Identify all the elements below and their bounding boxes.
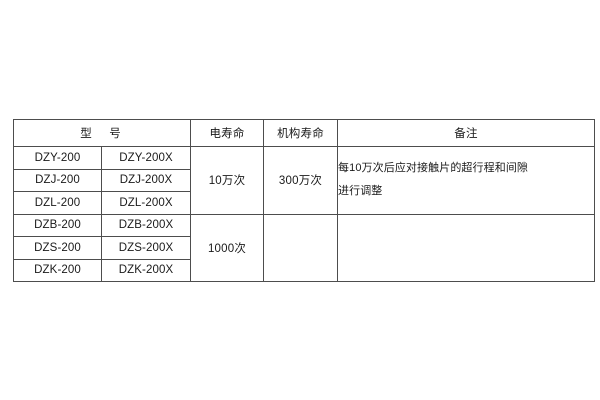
specification-table: 型 号 电寿命 机构寿命 备注 DZY-200 DZY-200X 10万次 30… <box>13 119 595 282</box>
remarks-value-group-2 <box>337 213 595 282</box>
column-header-electrical-life: 电寿命 <box>190 119 264 147</box>
electrical-life-value-group-1: 10万次 <box>190 146 264 215</box>
mechanical-life-value-group-1: 300万次 <box>263 146 338 215</box>
table-header-row: 型 号 电寿命 机构寿命 备注 <box>13 119 595 147</box>
model-code-primary: DZJ-200 <box>13 168 102 192</box>
remarks-line-1: 每10万次后应对接触片的超行程和间隙 <box>338 162 529 175</box>
model-code-variant: DZJ-200X <box>101 168 191 192</box>
model-code-variant: DZL-200X <box>101 191 191 215</box>
table-row: DZS-200 DZS-200X <box>13 236 595 260</box>
column-header-remarks: 备注 <box>337 119 595 147</box>
remarks-line-2: 进行调整 <box>338 185 383 198</box>
table-row: DZL-200 DZL-200X <box>13 191 595 215</box>
model-code-variant: DZY-200X <box>101 146 191 170</box>
model-code-variant: DZS-200X <box>101 236 191 260</box>
model-code-primary: DZL-200 <box>13 191 102 215</box>
electrical-life-value-group-2: 1000次 <box>190 213 264 282</box>
table-row: DZJ-200 DZJ-200X <box>13 168 595 192</box>
model-code-primary: DZK-200 <box>13 258 102 282</box>
model-code-primary: DZY-200 <box>13 146 102 170</box>
remarks-value-group-1: 每10万次后应对接触片的超行程和间隙 进行调整 <box>337 146 595 215</box>
table-row: DZY-200 DZY-200X 10万次 300万次 每10万次后应对接触片的… <box>13 146 595 215</box>
mechanical-life-value-group-2 <box>263 213 338 282</box>
model-code-primary: DZS-200 <box>13 236 102 260</box>
column-header-mechanical-life: 机构寿命 <box>263 119 338 147</box>
table-row: DZK-200 DZK-200X <box>13 258 595 282</box>
model-code-variant: DZB-200X <box>101 213 191 237</box>
column-header-model: 型 号 <box>13 119 191 147</box>
model-code-primary: DZB-200 <box>13 213 102 237</box>
model-code-variant: DZK-200X <box>101 258 191 282</box>
table-row: DZB-200 DZB-200X 1000次 <box>13 213 595 282</box>
